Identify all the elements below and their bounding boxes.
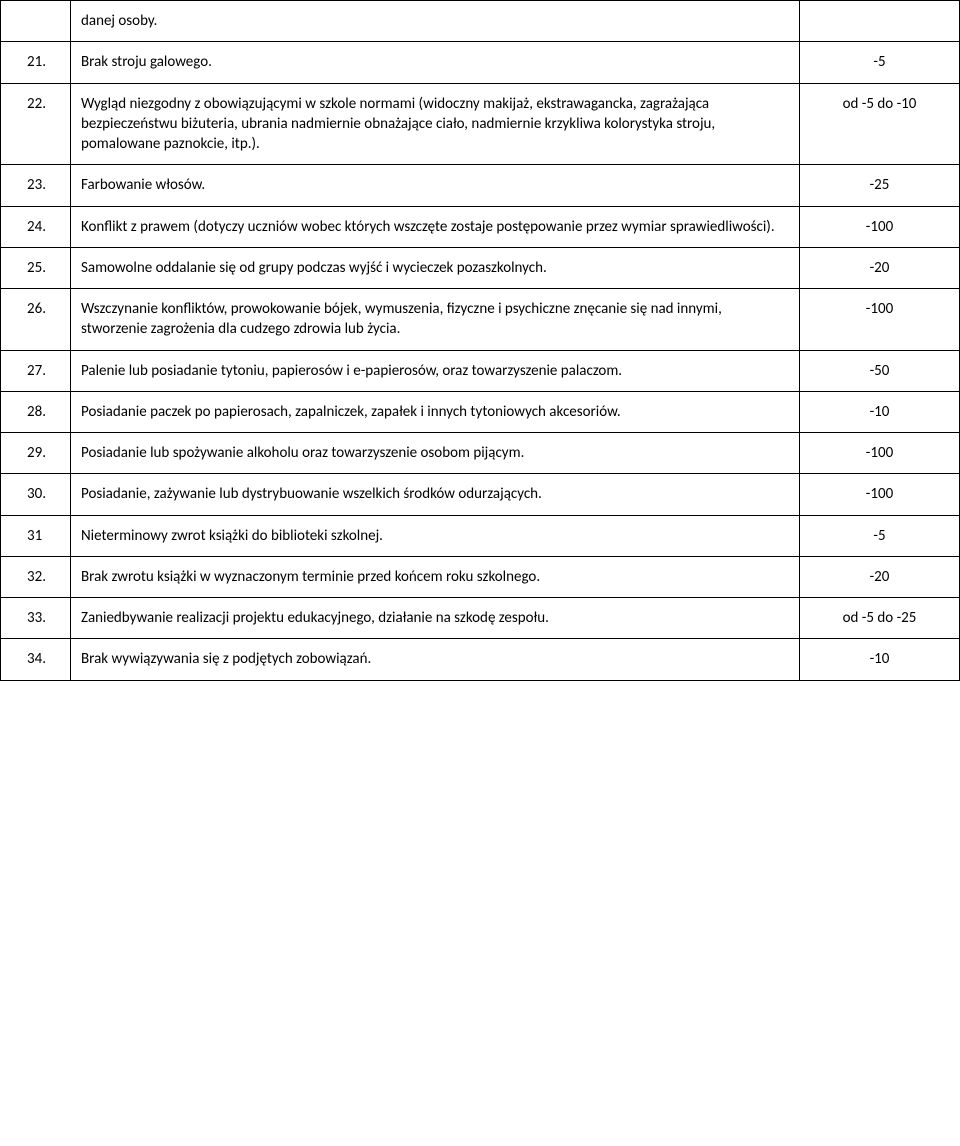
row-description: Palenie lub posiadanie tytoniu, papieros… xyxy=(71,350,800,391)
row-description: Wygląd niezgodny z obowiązującymi w szko… xyxy=(71,83,800,165)
row-points: od -5 do -25 xyxy=(800,598,960,639)
row-points: -100 xyxy=(800,474,960,515)
row-description: Posiadanie, zażywanie lub dystrybuowanie… xyxy=(71,474,800,515)
row-number: 31 xyxy=(1,515,71,556)
row-number: 34. xyxy=(1,639,71,680)
row-description: Brak stroju galowego. xyxy=(71,42,800,83)
row-points xyxy=(800,1,960,42)
row-description: Konflikt z prawem (dotyczy uczniów wobec… xyxy=(71,206,800,247)
row-number: 26. xyxy=(1,289,71,351)
row-points: -100 xyxy=(800,289,960,351)
document-page: danej osoby. 21. Brak stroju galowego. -… xyxy=(0,0,960,681)
row-points: -5 xyxy=(800,42,960,83)
row-number: 33. xyxy=(1,598,71,639)
table-row: 27. Palenie lub posiadanie tytoniu, papi… xyxy=(1,350,960,391)
table-row: 31 Nieterminowy zwrot książki do bibliot… xyxy=(1,515,960,556)
table-row: 22. Wygląd niezgodny z obowiązującymi w … xyxy=(1,83,960,165)
row-number xyxy=(1,1,71,42)
table-row: 28. Posiadanie paczek po papierosach, za… xyxy=(1,391,960,432)
row-points: -100 xyxy=(800,433,960,474)
table-row: 23. Farbowanie włosów. -25 xyxy=(1,165,960,206)
table-row: 34. Brak wywiązywania się z podjętych zo… xyxy=(1,639,960,680)
table-row: 29. Posiadanie lub spożywanie alkoholu o… xyxy=(1,433,960,474)
table-row: 25. Samowolne oddalanie się od grupy pod… xyxy=(1,247,960,288)
row-number: 28. xyxy=(1,391,71,432)
table-row: 32. Brak zwrotu książki w wyznaczonym te… xyxy=(1,556,960,597)
row-description: Posiadanie lub spożywanie alkoholu oraz … xyxy=(71,433,800,474)
table-row: 33. Zaniedbywanie realizacji projektu ed… xyxy=(1,598,960,639)
table-row: 24. Konflikt z prawem (dotyczy uczniów w… xyxy=(1,206,960,247)
row-points: -10 xyxy=(800,639,960,680)
behavior-points-table: danej osoby. 21. Brak stroju galowego. -… xyxy=(0,0,960,681)
row-description: Nieterminowy zwrot książki do biblioteki… xyxy=(71,515,800,556)
row-points: -50 xyxy=(800,350,960,391)
row-number: 21. xyxy=(1,42,71,83)
row-description: danej osoby. xyxy=(71,1,800,42)
row-number: 25. xyxy=(1,247,71,288)
row-number: 29. xyxy=(1,433,71,474)
row-description: Wszczynanie konfliktów, prowokowanie bój… xyxy=(71,289,800,351)
table-row: danej osoby. xyxy=(1,1,960,42)
row-points: -20 xyxy=(800,247,960,288)
row-description: Zaniedbywanie realizacji projektu edukac… xyxy=(71,598,800,639)
table-row: 21. Brak stroju galowego. -5 xyxy=(1,42,960,83)
row-description: Brak zwrotu książki w wyznaczonym termin… xyxy=(71,556,800,597)
row-points: -25 xyxy=(800,165,960,206)
row-points: -20 xyxy=(800,556,960,597)
row-number: 27. xyxy=(1,350,71,391)
row-description: Samowolne oddalanie się od grupy podczas… xyxy=(71,247,800,288)
table-body: danej osoby. 21. Brak stroju galowego. -… xyxy=(1,1,960,681)
row-points: od -5 do -10 xyxy=(800,83,960,165)
row-number: 24. xyxy=(1,206,71,247)
row-number: 23. xyxy=(1,165,71,206)
table-row: 26. Wszczynanie konfliktów, prowokowanie… xyxy=(1,289,960,351)
row-description: Posiadanie paczek po papierosach, zapaln… xyxy=(71,391,800,432)
row-description: Brak wywiązywania się z podjętych zobowi… xyxy=(71,639,800,680)
row-points: -10 xyxy=(800,391,960,432)
row-number: 30. xyxy=(1,474,71,515)
row-description: Farbowanie włosów. xyxy=(71,165,800,206)
row-points: -5 xyxy=(800,515,960,556)
row-points: -100 xyxy=(800,206,960,247)
row-number: 32. xyxy=(1,556,71,597)
row-number: 22. xyxy=(1,83,71,165)
table-row: 30. Posiadanie, zażywanie lub dystrybuow… xyxy=(1,474,960,515)
